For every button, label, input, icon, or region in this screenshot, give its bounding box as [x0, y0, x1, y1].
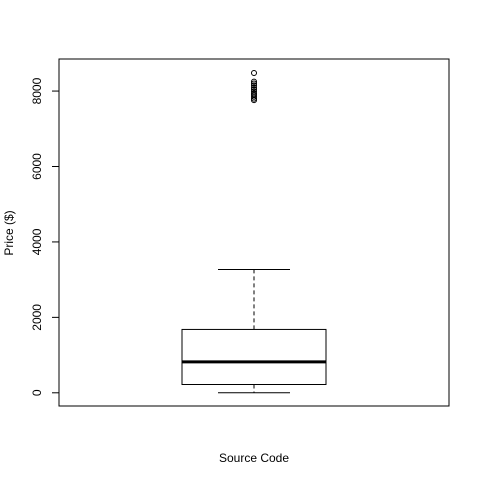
y-tick-label: 0 [30, 389, 44, 396]
y-axis-label: Price ($) [2, 210, 16, 255]
y-tick-label: 4000 [30, 228, 44, 255]
x-axis-label: Source Code [219, 451, 289, 465]
y-tick-label: 8000 [30, 77, 44, 104]
y-tick-label: 6000 [30, 153, 44, 180]
iqr-box [182, 329, 326, 384]
y-tick-label: 2000 [30, 304, 44, 331]
